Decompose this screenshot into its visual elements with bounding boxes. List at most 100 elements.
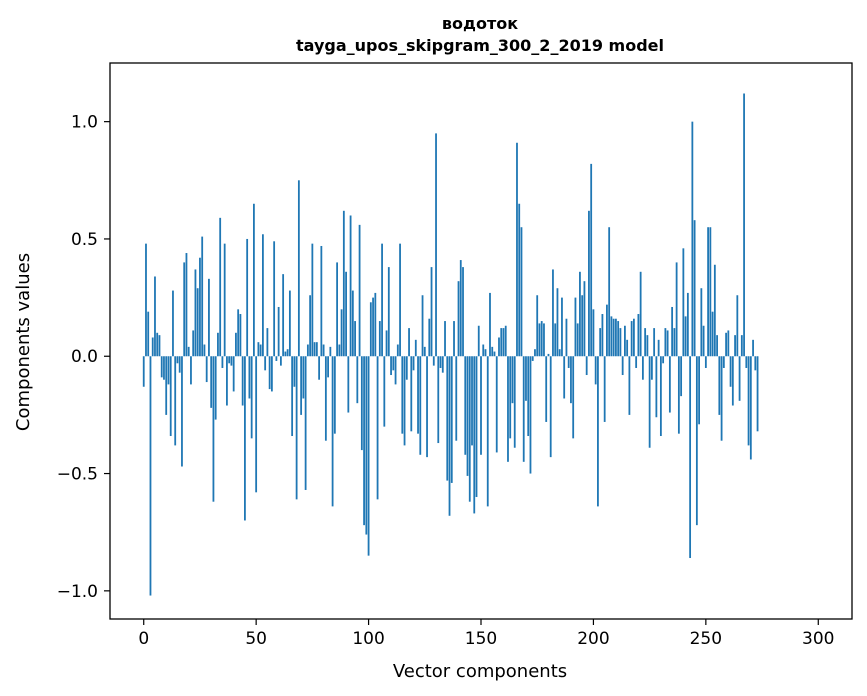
bars-group <box>142 93 759 596</box>
bar <box>601 314 604 357</box>
bar <box>199 257 201 357</box>
bar <box>228 356 231 364</box>
bar <box>500 328 503 357</box>
bar <box>363 356 365 526</box>
bar <box>356 356 359 404</box>
bar <box>729 356 732 387</box>
bar <box>610 316 613 357</box>
plot-frame <box>109 62 853 620</box>
bar <box>378 321 381 357</box>
bar <box>489 292 491 357</box>
bar <box>624 325 626 357</box>
bar <box>738 356 741 401</box>
bar <box>181 356 183 467</box>
bar <box>255 356 258 493</box>
bar <box>401 356 404 434</box>
bar <box>513 356 516 448</box>
bar <box>659 356 662 437</box>
bar <box>147 311 150 357</box>
bar <box>486 356 489 507</box>
x-tick-label: 300 <box>802 629 834 649</box>
bar <box>619 328 622 357</box>
bar <box>635 356 638 368</box>
bar <box>288 290 291 357</box>
bar <box>405 356 408 380</box>
bar <box>597 356 599 507</box>
bar <box>590 163 593 357</box>
bar <box>158 335 161 357</box>
bar <box>473 356 476 514</box>
bar <box>291 356 294 437</box>
bar <box>453 321 455 357</box>
bar <box>345 271 347 357</box>
bar <box>226 356 228 406</box>
bar <box>264 356 267 371</box>
bar <box>527 356 530 437</box>
bar <box>675 262 678 357</box>
bar <box>471 356 473 446</box>
bar <box>327 356 329 378</box>
bar <box>664 328 667 357</box>
bar <box>237 309 240 357</box>
bar <box>711 311 714 357</box>
bar <box>509 356 512 439</box>
bar <box>347 356 350 413</box>
bar <box>677 356 680 434</box>
bar <box>617 321 620 357</box>
bar <box>574 297 577 357</box>
bar <box>543 323 545 357</box>
bar <box>358 224 361 357</box>
bar <box>304 356 307 490</box>
bar <box>662 356 665 364</box>
bar <box>594 356 597 385</box>
bar <box>273 241 276 357</box>
bar <box>230 356 233 366</box>
bar <box>549 356 552 458</box>
bar <box>374 292 377 357</box>
bar <box>241 356 244 406</box>
bar <box>435 133 437 357</box>
bar <box>588 210 590 357</box>
bar <box>450 356 453 483</box>
bar <box>495 356 498 453</box>
bar <box>286 349 289 357</box>
bar <box>702 325 705 357</box>
bar <box>336 262 338 357</box>
bar <box>412 356 415 371</box>
bar <box>313 342 316 357</box>
bar <box>502 328 505 357</box>
bar <box>695 356 698 526</box>
bar <box>329 346 332 357</box>
x-tick-label: 50 <box>245 629 267 649</box>
bar <box>540 321 543 357</box>
bar <box>259 344 262 357</box>
bar <box>646 335 649 357</box>
bar <box>190 356 192 385</box>
bar <box>217 332 219 357</box>
bar <box>399 243 401 357</box>
bar <box>219 217 222 357</box>
bar <box>142 356 145 387</box>
bar <box>680 356 683 397</box>
bar <box>612 318 615 357</box>
y-tick-label: 0.5 <box>71 230 98 250</box>
x-tick-label: 0 <box>138 629 149 649</box>
bar <box>315 342 318 357</box>
bar <box>572 356 575 439</box>
bar <box>754 356 757 371</box>
bar <box>709 227 712 357</box>
bar <box>720 356 723 441</box>
bar <box>419 356 422 455</box>
bar <box>183 262 186 357</box>
bar <box>250 356 253 439</box>
bar <box>367 356 370 556</box>
bar <box>606 304 608 357</box>
bar <box>747 356 750 446</box>
bar <box>641 356 644 380</box>
bar <box>482 344 485 357</box>
bar <box>324 356 327 441</box>
bar <box>430 267 433 357</box>
bar <box>498 337 500 357</box>
bar <box>570 356 572 404</box>
bar <box>554 323 557 357</box>
